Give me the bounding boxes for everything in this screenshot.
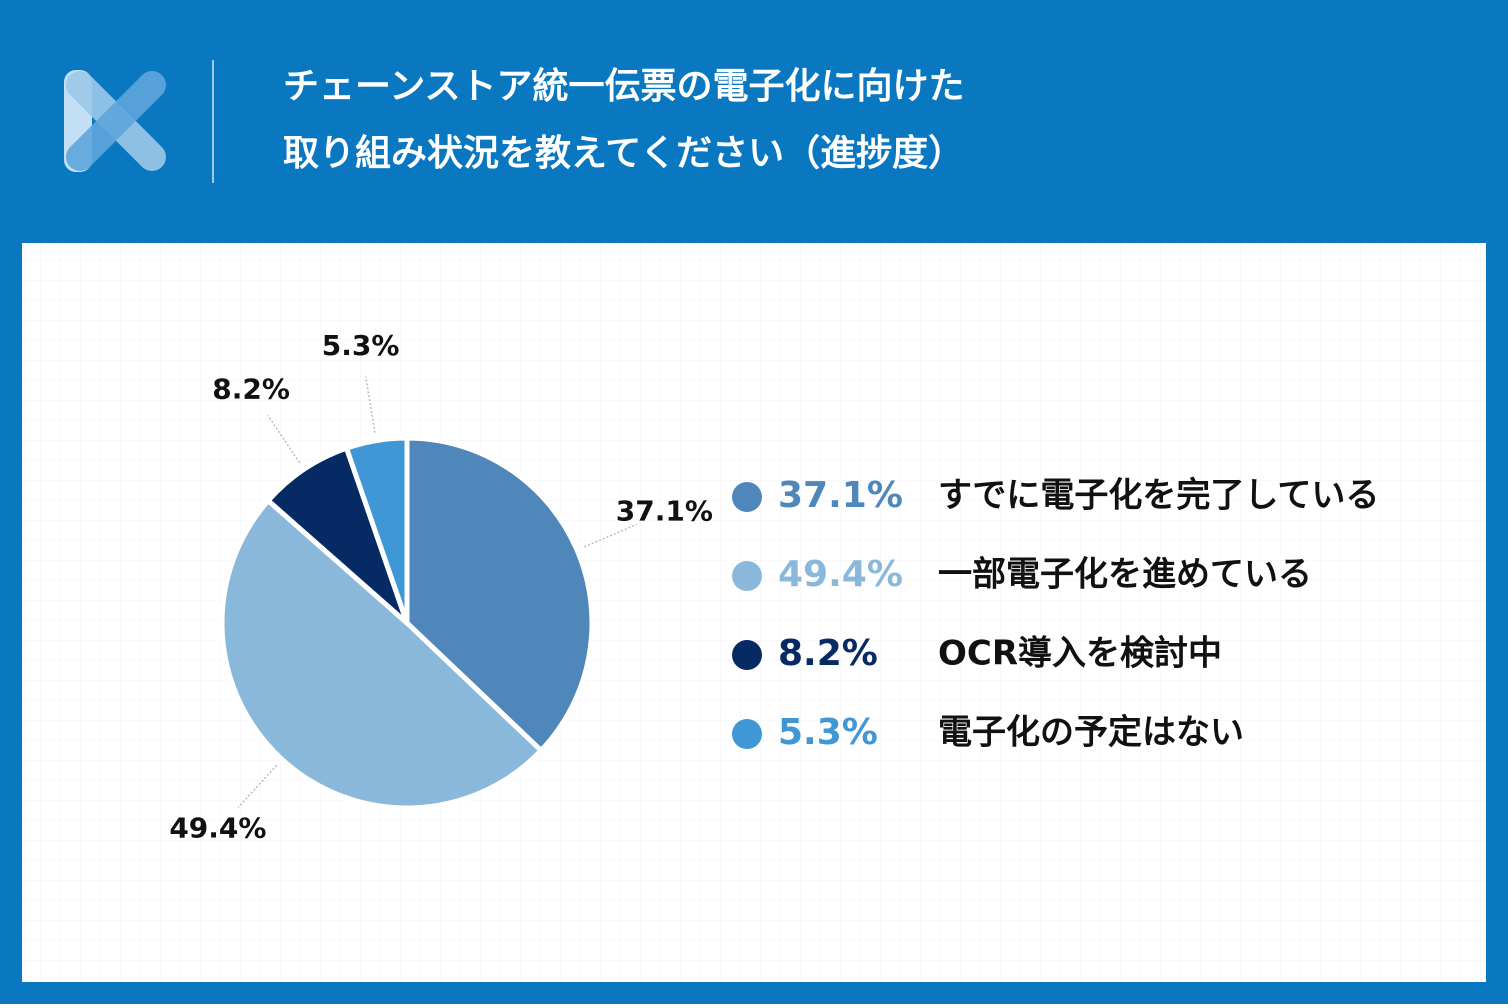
chart-title: チェーンストア統一伝票の電子化に向けた [283, 66, 964, 107]
legend-label: OCR導入を検討中 [938, 634, 1222, 674]
logo [64, 70, 166, 172]
data-label: 5.3% [322, 329, 400, 362]
data-label: 8.2% [212, 372, 290, 405]
leader-line [364, 376, 376, 433]
leader-line [237, 764, 278, 808]
legend-label: 一部電子化を進めている [938, 555, 1312, 595]
data-label: 49.4% [169, 812, 266, 845]
legend-value: 49.4% [778, 554, 903, 595]
legend-value: 5.3% [778, 712, 878, 753]
legend-label: すでに電子化を完了している [938, 476, 1379, 516]
legend-marker [732, 640, 762, 670]
leader-line [584, 523, 638, 548]
pie-slice [404, 435, 595, 755]
legend-label: 電子化の予定はない [938, 713, 1244, 753]
legend-value: 37.1% [778, 475, 903, 516]
legend-marker [732, 719, 762, 749]
leader-line [267, 414, 301, 464]
pie-slice [343, 435, 410, 624]
chart-title: 取り組み状況を教えてください（進捗度） [283, 133, 964, 174]
pie-slice [219, 497, 545, 811]
legend-marker [732, 482, 762, 512]
legend-value: 8.2% [778, 633, 878, 674]
data-label: 37.1% [616, 495, 713, 528]
legend-marker [732, 561, 762, 591]
